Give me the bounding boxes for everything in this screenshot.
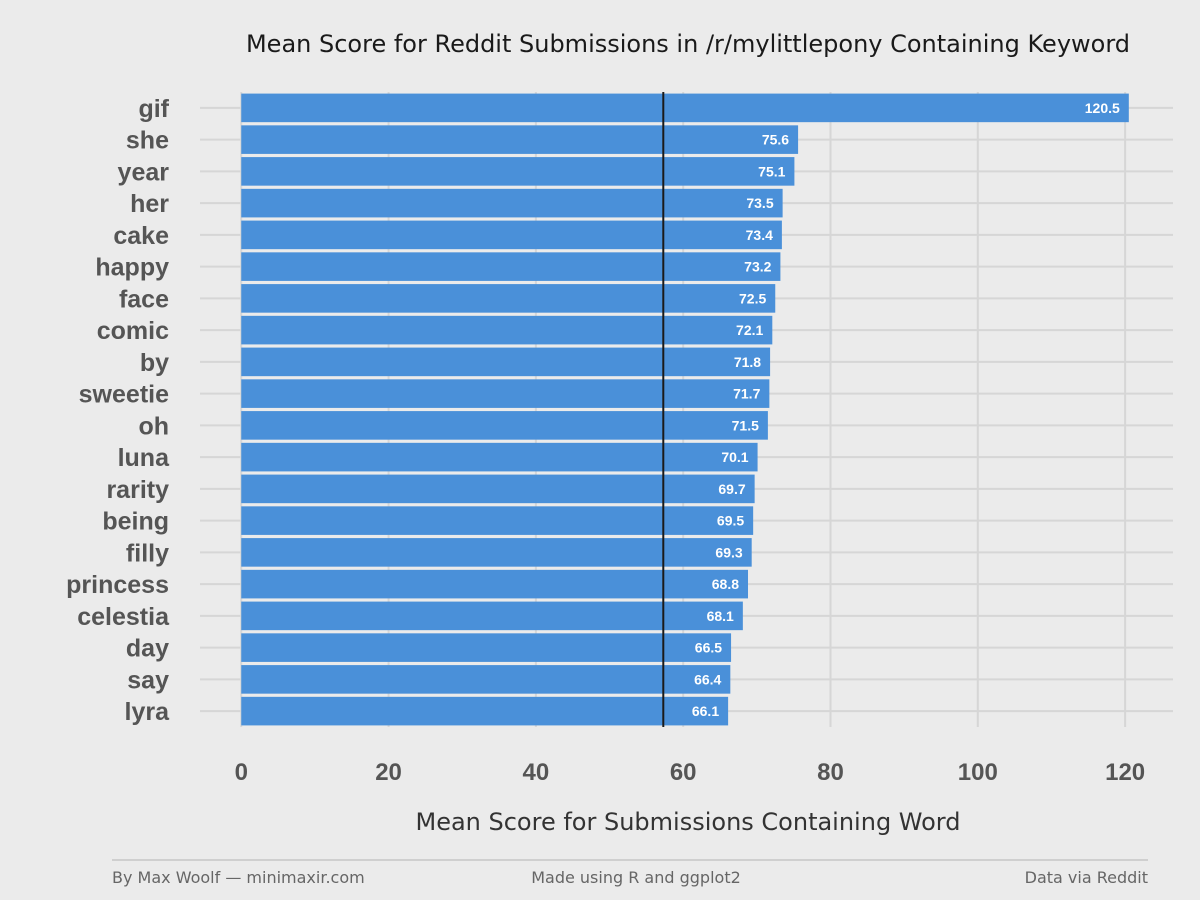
bar-princess [241, 569, 749, 599]
gridlines [200, 92, 1173, 727]
category-label-comic: comic [97, 317, 169, 345]
value-labels: 120.5 75.6 75.1 73.5 73.4 73.2 72.5 72.1 71.8 71.… [692, 100, 1120, 719]
value-label-rarity: 69.7 [718, 481, 745, 497]
category-label-sweetie: sweetie [79, 381, 169, 409]
value-label-her: 73.5 [746, 195, 773, 211]
bar-comic [241, 315, 773, 345]
x-tick-80: 80 [817, 759, 844, 786]
value-label-say: 66.4 [694, 671, 721, 687]
bar-being [241, 506, 754, 535]
category-label-cake: cake [113, 222, 169, 250]
x-tick-labels: 0 20 40 60 80 100 120 [235, 759, 1146, 786]
x-tick-40: 40 [523, 759, 550, 786]
value-label-day: 66.5 [695, 640, 722, 656]
value-label-celestia: 68.1 [707, 608, 734, 624]
value-label-cake: 73.4 [746, 227, 773, 243]
bar-celestia [241, 601, 743, 631]
bar-gif [241, 93, 1129, 123]
x-tick-120: 120 [1105, 759, 1145, 786]
category-label-she: she [126, 127, 169, 155]
x-tick-20: 20 [375, 759, 402, 786]
value-label-face: 72.5 [739, 290, 766, 306]
bar-face [241, 284, 776, 313]
chart-title: Mean Score for Reddit Submissions in /r/… [246, 30, 1130, 58]
x-tick-0: 0 [235, 759, 248, 786]
value-label-she: 75.6 [762, 132, 789, 148]
value-label-sweetie: 71.7 [733, 386, 760, 402]
bar-rarity [241, 474, 755, 504]
category-label-princess: princess [66, 571, 169, 599]
value-label-by: 71.8 [734, 354, 761, 370]
value-label-comic: 72.1 [736, 322, 763, 338]
value-label-oh: 71.5 [732, 417, 759, 433]
value-label-year: 75.1 [758, 163, 785, 179]
category-label-happy: happy [95, 254, 169, 282]
category-label-celestia: celestia [77, 603, 170, 631]
category-label-luna: luna [118, 444, 170, 472]
bar-sweetie [241, 379, 770, 408]
value-label-luna: 70.1 [721, 449, 748, 465]
category-label-say: say [127, 666, 169, 694]
bar-say [241, 665, 731, 694]
x-tick-60: 60 [670, 759, 697, 786]
bar-oh [241, 411, 768, 440]
bar-cake [241, 220, 782, 250]
category-label-oh: oh [138, 412, 169, 440]
bar-filly [241, 538, 752, 567]
value-label-happy: 73.2 [744, 259, 771, 275]
bar-year [241, 157, 795, 186]
footer-tool: Made using R and ggplot2 [531, 868, 741, 887]
bar-happy [241, 252, 781, 281]
bar-luna [241, 442, 758, 472]
footer-author: By Max Woolf — minimaxir.com [112, 868, 365, 887]
value-label-filly: 69.3 [715, 544, 742, 560]
bar-by [241, 347, 771, 377]
category-label-year: year [118, 158, 170, 186]
bar-she [241, 125, 799, 154]
category-label-face: face [119, 285, 169, 313]
bars [241, 93, 1129, 726]
category-label-lyra: lyra [125, 698, 171, 726]
footer-source: Data via Reddit [1025, 868, 1148, 887]
bar-day [241, 633, 732, 662]
bar-her [241, 188, 783, 218]
value-label-gif: 120.5 [1085, 100, 1120, 116]
x-axis-label: Mean Score for Submissions Containing Wo… [415, 808, 960, 836]
category-label-rarity: rarity [106, 476, 169, 504]
category-label-being: being [102, 508, 169, 536]
x-tick-100: 100 [958, 759, 998, 786]
category-label-her: her [130, 190, 169, 218]
category-label-by: by [140, 349, 169, 377]
category-label-day: day [126, 635, 169, 663]
category-label-filly: filly [126, 539, 169, 567]
value-label-lyra: 66.1 [692, 703, 719, 719]
category-labels: gif she year her cake happy face comic by sweetie… [66, 95, 170, 726]
value-label-being: 69.5 [717, 513, 744, 529]
bar-lyra [241, 696, 729, 726]
value-label-princess: 68.8 [712, 576, 739, 592]
category-label-gif: gif [138, 95, 169, 123]
